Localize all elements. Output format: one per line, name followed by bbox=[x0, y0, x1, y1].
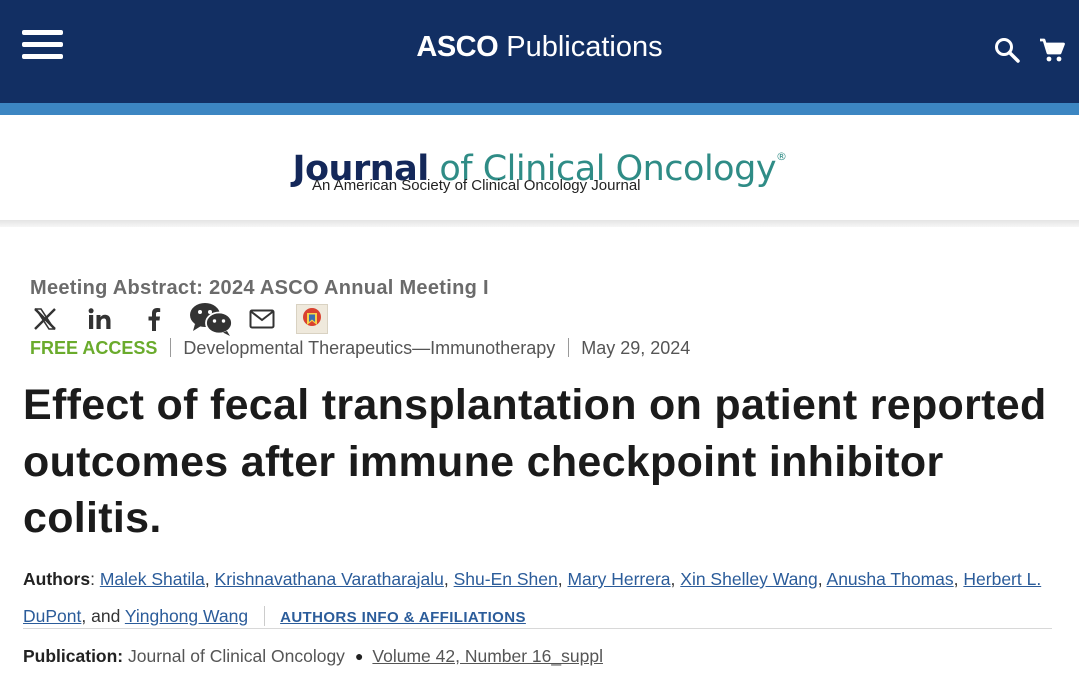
meeting-abstract-label: Meeting Abstract: 2024 ASCO Annual Meeti… bbox=[30, 277, 489, 299]
author-link[interactable]: Xin Shelley Wang bbox=[680, 569, 818, 589]
author-link[interactable]: Herbert L. DuPont bbox=[23, 569, 1042, 626]
publication-date: May 29, 2024 bbox=[581, 338, 691, 358]
registered-mark: ® bbox=[776, 150, 787, 163]
journal-logo-rest: of Clinical Oncology bbox=[428, 149, 777, 189]
article-title: Effect of fecal transplantation on patie… bbox=[23, 381, 1047, 542]
article-category: Developmental Therapeutics—Immunotherapy bbox=[183, 338, 556, 358]
x-icon[interactable] bbox=[32, 302, 58, 336]
brand-light: Publications bbox=[498, 31, 663, 63]
hamburger-menu-icon[interactable] bbox=[22, 30, 64, 60]
journal-masthead: Journal of Clinical Oncology® An America… bbox=[0, 115, 1079, 222]
authors-and-text: , and bbox=[81, 606, 125, 626]
masthead-divider bbox=[0, 220, 1079, 227]
author-link[interactable]: Yinghong Wang bbox=[124, 606, 249, 626]
author-link[interactable]: Mary Herrera bbox=[567, 569, 671, 589]
email-icon[interactable] bbox=[249, 302, 275, 336]
free-access-badge: FREE ACCESS bbox=[30, 338, 158, 358]
authors-label: Authors bbox=[23, 569, 91, 589]
linkedin-icon[interactable] bbox=[87, 302, 113, 336]
wechat-icon[interactable] bbox=[189, 302, 233, 336]
bullet-separator: ● bbox=[354, 648, 364, 664]
journal-name: Journal of Clinical Oncology bbox=[128, 646, 345, 666]
journal-logo[interactable]: Journal of Clinical Oncology® bbox=[0, 135, 1079, 191]
cart-icon[interactable] bbox=[1038, 36, 1066, 64]
brand-bold: ASCO bbox=[416, 31, 499, 63]
section-divider bbox=[23, 628, 1052, 629]
journal-subtitle: An American Society of Clinical Oncology… bbox=[312, 177, 641, 194]
author-link[interactable]: Anusha Thomas bbox=[826, 569, 954, 589]
affiliations-separator bbox=[264, 606, 266, 626]
author-link[interactable]: Krishnavathana Varatharajalu bbox=[214, 569, 444, 589]
publication-line: Publication: Journal of Clinical Oncolog… bbox=[23, 646, 603, 667]
asco-publications-logo[interactable]: ASCO Publications bbox=[0, 30, 1079, 64]
article-meta-line: FREE ACCESS Developmental Therapeutics—Im… bbox=[30, 338, 690, 359]
publication-label: Publication: bbox=[23, 646, 124, 666]
authors-affiliations-link[interactable]: AUTHORS INFO & AFFILIATIONS bbox=[280, 609, 526, 626]
journal-logo-bold: Journal bbox=[292, 149, 429, 189]
meta-separator bbox=[170, 338, 172, 357]
mendeley-icon[interactable] bbox=[296, 302, 328, 336]
volume-link[interactable]: Volume 42, Number 16_suppl bbox=[372, 646, 603, 666]
author-link[interactable]: Malek Shatila bbox=[99, 569, 205, 589]
facebook-icon[interactable] bbox=[144, 302, 164, 336]
search-icon[interactable] bbox=[993, 36, 1021, 64]
top-navbar: ASCO Publications bbox=[0, 0, 1079, 103]
author-link[interactable]: Shu-En Shen bbox=[453, 569, 558, 589]
meta-separator bbox=[568, 338, 570, 357]
authors-list: Authors: Malek Shatila, Krishnavathana V… bbox=[23, 569, 1042, 626]
navbar-accent-stripe bbox=[0, 103, 1079, 115]
